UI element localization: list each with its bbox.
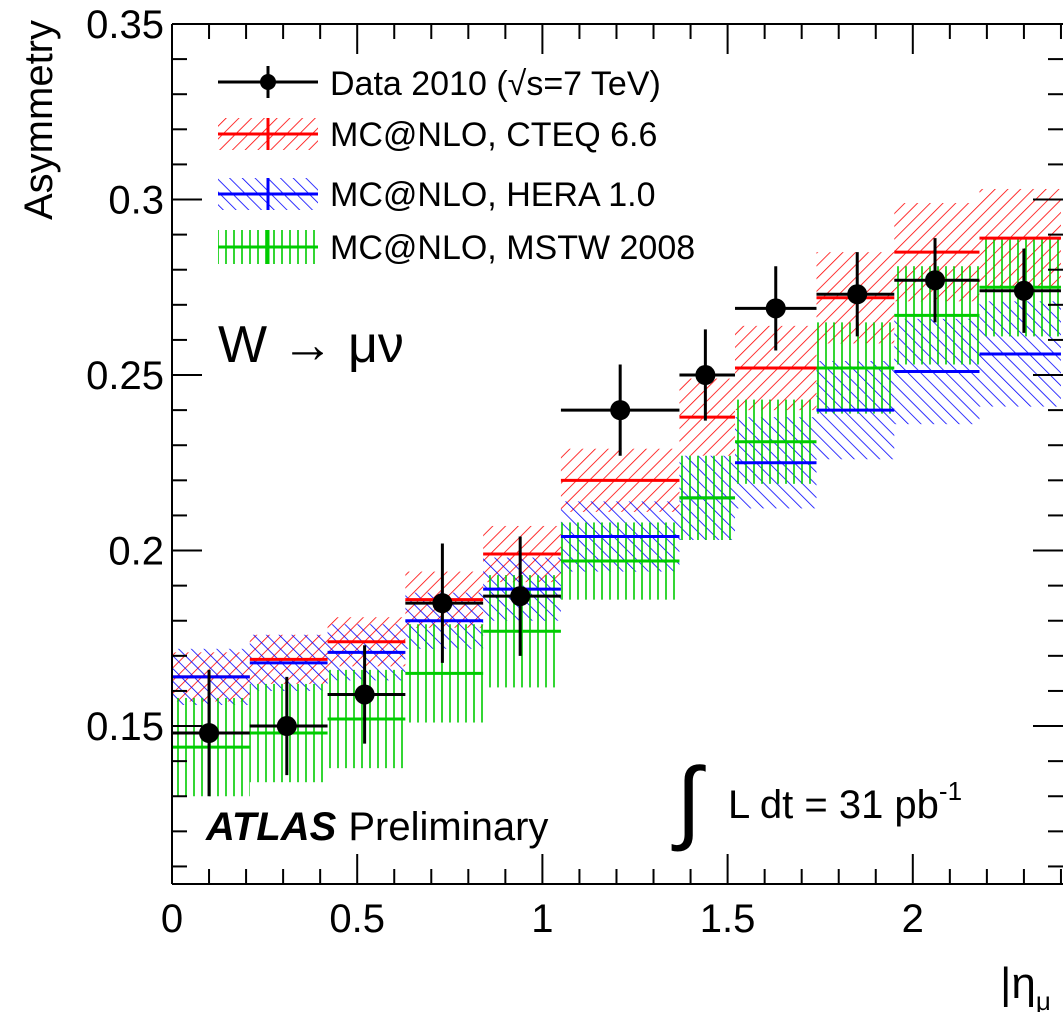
x-tick-label: 2 [902, 897, 924, 941]
data-point-1 [276, 716, 297, 737]
atlas-status: Preliminary [348, 805, 548, 849]
x-axis-label: |ημ [1000, 959, 1051, 1012]
data-point-6 [695, 365, 716, 386]
x-tick-label: 0.5 [329, 897, 385, 941]
x-tick-label: 0 [161, 897, 183, 941]
data-point-2 [354, 684, 375, 705]
legend: Data 2010 (√s=7 TeV) MC@NLO, CTEQ 6.6 MC… [218, 65, 695, 267]
data-point-4 [510, 586, 531, 607]
y-tick-label: 0.3 [108, 179, 164, 223]
x-tick-label: 1.5 [700, 897, 756, 941]
legend-label-hera: MC@NLO, HERA 1.0 [330, 176, 656, 214]
data-point-7 [765, 298, 786, 319]
axes: 0.15 0.2 0.25 0.3 0.35 0 0.5 1 1.5 2 [86, 3, 1063, 941]
legend-entry-cteq: MC@NLO, CTEQ 6.6 [218, 116, 657, 154]
data-point-10 [1013, 280, 1034, 301]
y-axis-label: Asymmetry [17, 20, 61, 220]
data-point-8 [847, 284, 868, 305]
legend-entry-hera: MC@NLO, HERA 1.0 [218, 176, 656, 214]
y-tick-label: 0.35 [86, 3, 164, 47]
mc-bands [172, 188, 1061, 797]
luminosity-label: L dt = 31 pb-1 [728, 776, 962, 827]
x-axis-label-main: |η [1000, 959, 1036, 1008]
luminosity-main: L dt = 31 pb [728, 783, 939, 827]
atlas-label: ATLAS Preliminary [205, 805, 548, 849]
process-label: W → μν [218, 316, 404, 374]
data-points [172, 238, 1061, 797]
legend-entry-mstw: MC@NLO, MSTW 2008 [218, 229, 695, 267]
y-tick-label: 0.2 [108, 530, 164, 574]
legend-label-mstw: MC@NLO, MSTW 2008 [330, 229, 695, 267]
data-point-3 [432, 593, 453, 614]
atlas-experiment: ATLAS [205, 805, 337, 849]
luminosity-exponent: -1 [939, 776, 962, 806]
integral-sign: ∫ [671, 750, 706, 852]
legend-label-data: Data 2010 (√s=7 TeV) [330, 65, 661, 103]
legend-entry-data: Data 2010 (√s=7 TeV) [218, 65, 661, 103]
data-point-0 [199, 723, 220, 744]
data-point-9 [925, 270, 946, 291]
data-point-5 [610, 400, 631, 421]
legend-label-cteq: MC@NLO, CTEQ 6.6 [330, 116, 657, 154]
x-tick-label: 1 [531, 897, 553, 941]
x-axis-label-sub: μ [1036, 986, 1051, 1012]
y-tick-label: 0.15 [86, 705, 164, 749]
y-tick-label: 0.25 [86, 354, 164, 398]
